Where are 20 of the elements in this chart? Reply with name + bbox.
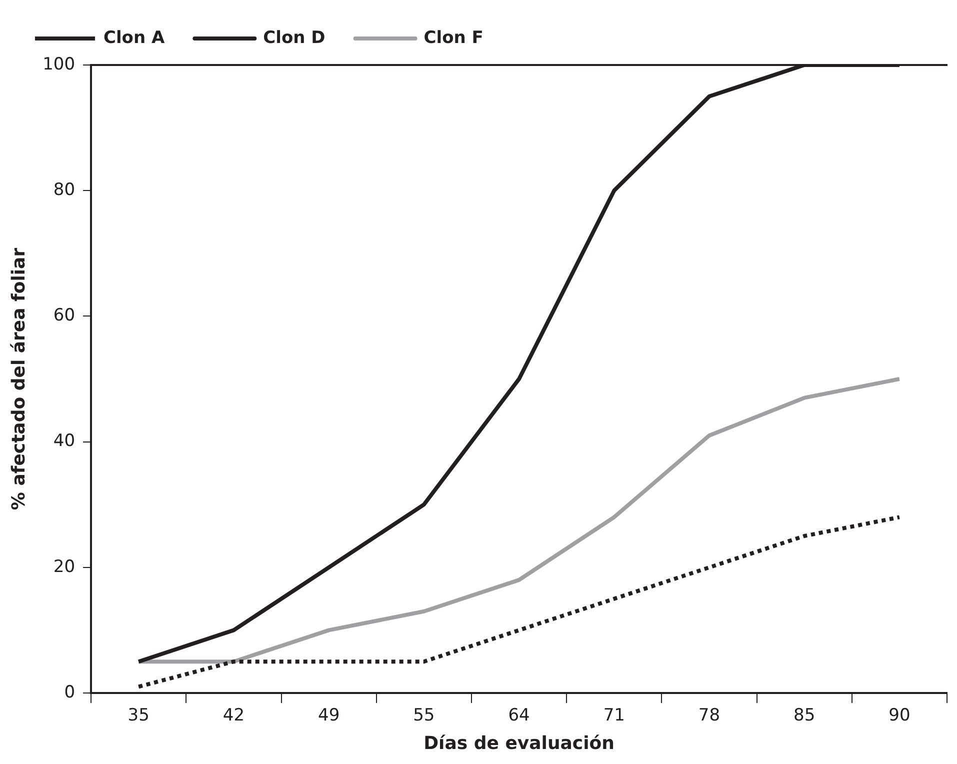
- legend-label: Clon D: [263, 28, 326, 48]
- legend-label: Clon F: [424, 28, 484, 48]
- y-tick-label: 60: [53, 306, 76, 326]
- y-axis-title: % afectado del área foliar: [8, 248, 30, 510]
- y-tick-label: 40: [53, 431, 76, 452]
- x-tick-label: 35: [128, 706, 150, 726]
- x-tick-label: 90: [888, 706, 910, 726]
- x-tick-label: 64: [508, 706, 530, 726]
- x-tick-label: 55: [413, 706, 435, 726]
- x-axis-title: Días de evaluación: [424, 732, 614, 754]
- x-tick-label: 78: [698, 706, 720, 726]
- y-tick-label: 100: [42, 54, 76, 74]
- y-tick-label: 80: [53, 180, 76, 200]
- y-tick-label: 0: [64, 682, 76, 702]
- x-tick-label: 49: [318, 706, 340, 726]
- x-tick-label: 71: [603, 706, 625, 726]
- legend-label: Clon A: [104, 28, 166, 48]
- x-tick-label: 42: [222, 706, 245, 726]
- y-tick-label: 20: [53, 556, 76, 577]
- x-tick-label: 85: [794, 706, 816, 726]
